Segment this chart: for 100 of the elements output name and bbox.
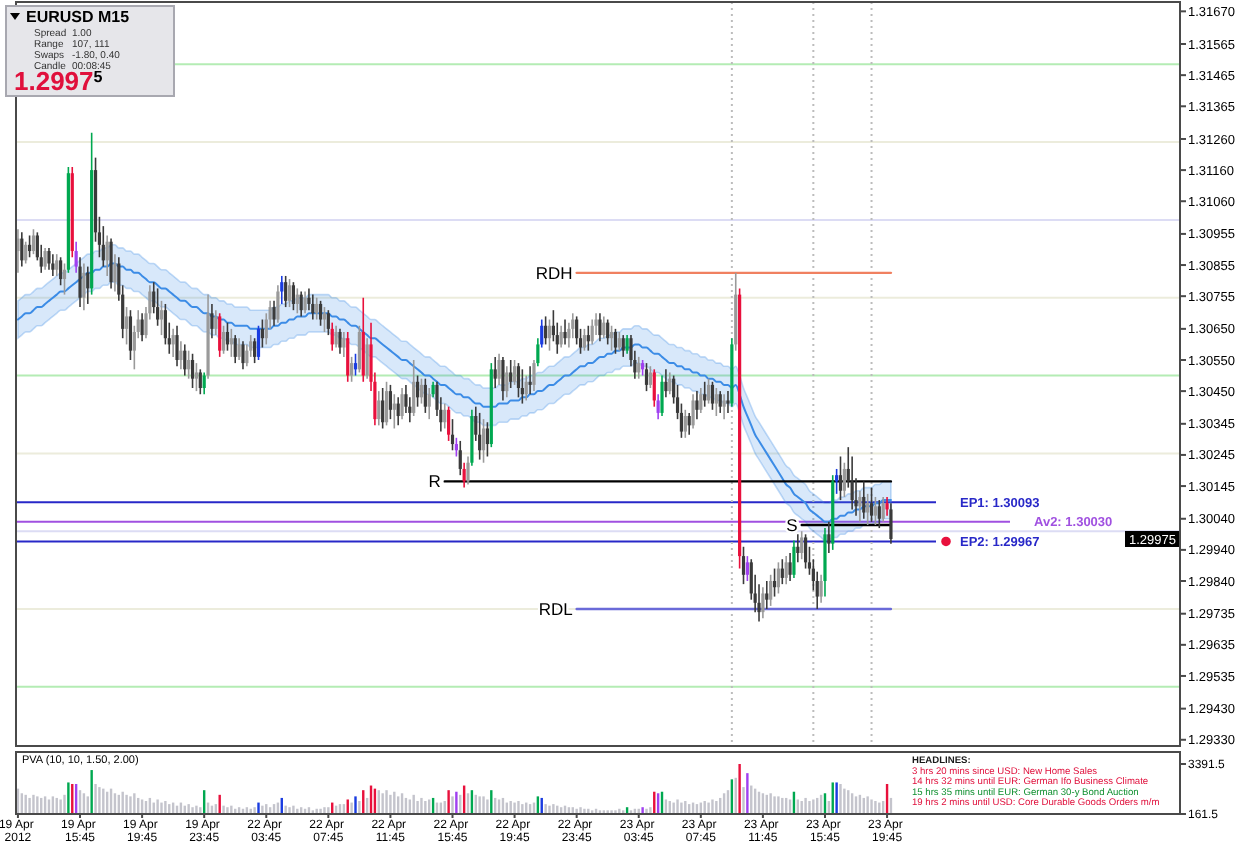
candlestick [714, 387, 718, 417]
candlestick [423, 377, 427, 414]
candlestick [540, 318, 544, 349]
candlestick [664, 368, 668, 399]
candlestick [183, 343, 187, 377]
candlestick [458, 440, 462, 476]
candlestick [447, 405, 451, 442]
candlestick [128, 309, 133, 361]
candlestick [350, 356, 354, 383]
candlestick [59, 256, 63, 287]
candlestick [772, 567, 777, 598]
candlestick [544, 315, 548, 346]
candlestick [835, 468, 839, 495]
candlestick [547, 318, 552, 352]
candlestick [124, 306, 129, 346]
candlestick [881, 496, 885, 523]
candlestick [462, 461, 466, 489]
candlestick [516, 362, 521, 399]
candlestick [819, 573, 823, 604]
candlestick [326, 309, 330, 336]
candlestick [621, 334, 625, 358]
candlestick [885, 496, 889, 517]
candlestick [862, 480, 866, 520]
candlestick [532, 359, 536, 392]
candlestick [365, 337, 369, 380]
candlestick [272, 300, 276, 327]
candlestick [194, 362, 199, 392]
candlestick [687, 412, 691, 436]
candlestick [43, 247, 47, 271]
candlestick [524, 374, 528, 402]
candlestick [74, 240, 78, 274]
candlestick [586, 324, 590, 352]
candlestick [858, 489, 862, 523]
candlestick [338, 328, 342, 355]
candlestick [260, 318, 264, 349]
candlestick [889, 502, 893, 545]
candlestick [792, 539, 796, 579]
candlestick [361, 296, 365, 383]
candlestick [156, 287, 160, 327]
candlestick [78, 256, 82, 308]
candlestick [16, 228, 20, 274]
candlestick [842, 461, 846, 498]
candlestick [47, 247, 51, 271]
candlestick [284, 275, 288, 308]
candlestick [873, 496, 878, 526]
candlestick [396, 396, 400, 427]
candlestick [233, 334, 237, 364]
candlestick [656, 393, 660, 420]
candlestick [617, 331, 621, 352]
candlestick [256, 324, 261, 361]
candlestick [722, 393, 726, 420]
candlestick [850, 455, 854, 511]
candlestick [55, 253, 59, 277]
candlestick [249, 334, 253, 358]
candlestick [27, 234, 32, 259]
candlestick [287, 278, 292, 308]
candlestick [481, 418, 486, 464]
candlestick [699, 387, 703, 414]
candlestick [225, 321, 230, 352]
candlestick [691, 393, 695, 430]
candlestick [637, 356, 641, 380]
candlestick [796, 533, 800, 564]
candlestick [253, 337, 257, 364]
candlestick [179, 340, 183, 371]
candlestick [827, 521, 831, 554]
candlestick [493, 356, 497, 389]
candlestick [82, 262, 86, 311]
candlestick [866, 493, 870, 526]
candlestick [776, 561, 781, 595]
candlestick [528, 365, 532, 396]
candlestick [710, 380, 715, 411]
candlestick [769, 573, 773, 607]
candlestick [470, 409, 474, 467]
candlestick [450, 418, 455, 452]
candlestick [384, 380, 389, 427]
candlestick [695, 390, 699, 420]
candlestick [718, 390, 722, 414]
candlestick [299, 290, 303, 318]
candlestick [613, 328, 618, 355]
series-label: R [428, 471, 441, 492]
candlestick [20, 231, 24, 268]
candlestick [311, 293, 315, 321]
candlestick [303, 290, 307, 315]
candlestick [175, 324, 179, 368]
candlestick [501, 356, 505, 402]
candlestick [609, 324, 614, 352]
candlestick [334, 324, 338, 349]
candlestick [322, 306, 327, 333]
candlestick [559, 324, 563, 349]
candlestick [171, 328, 175, 358]
candlestick [427, 387, 431, 420]
candlestick [241, 340, 245, 371]
candlestick [838, 455, 843, 501]
candlestick [330, 321, 334, 352]
candlestick [318, 300, 323, 327]
text: EURUSD M15 [26, 8, 131, 26]
candlestick [237, 337, 241, 361]
candlestick [315, 296, 319, 321]
candlestick [377, 390, 381, 427]
candlestick [582, 328, 587, 352]
